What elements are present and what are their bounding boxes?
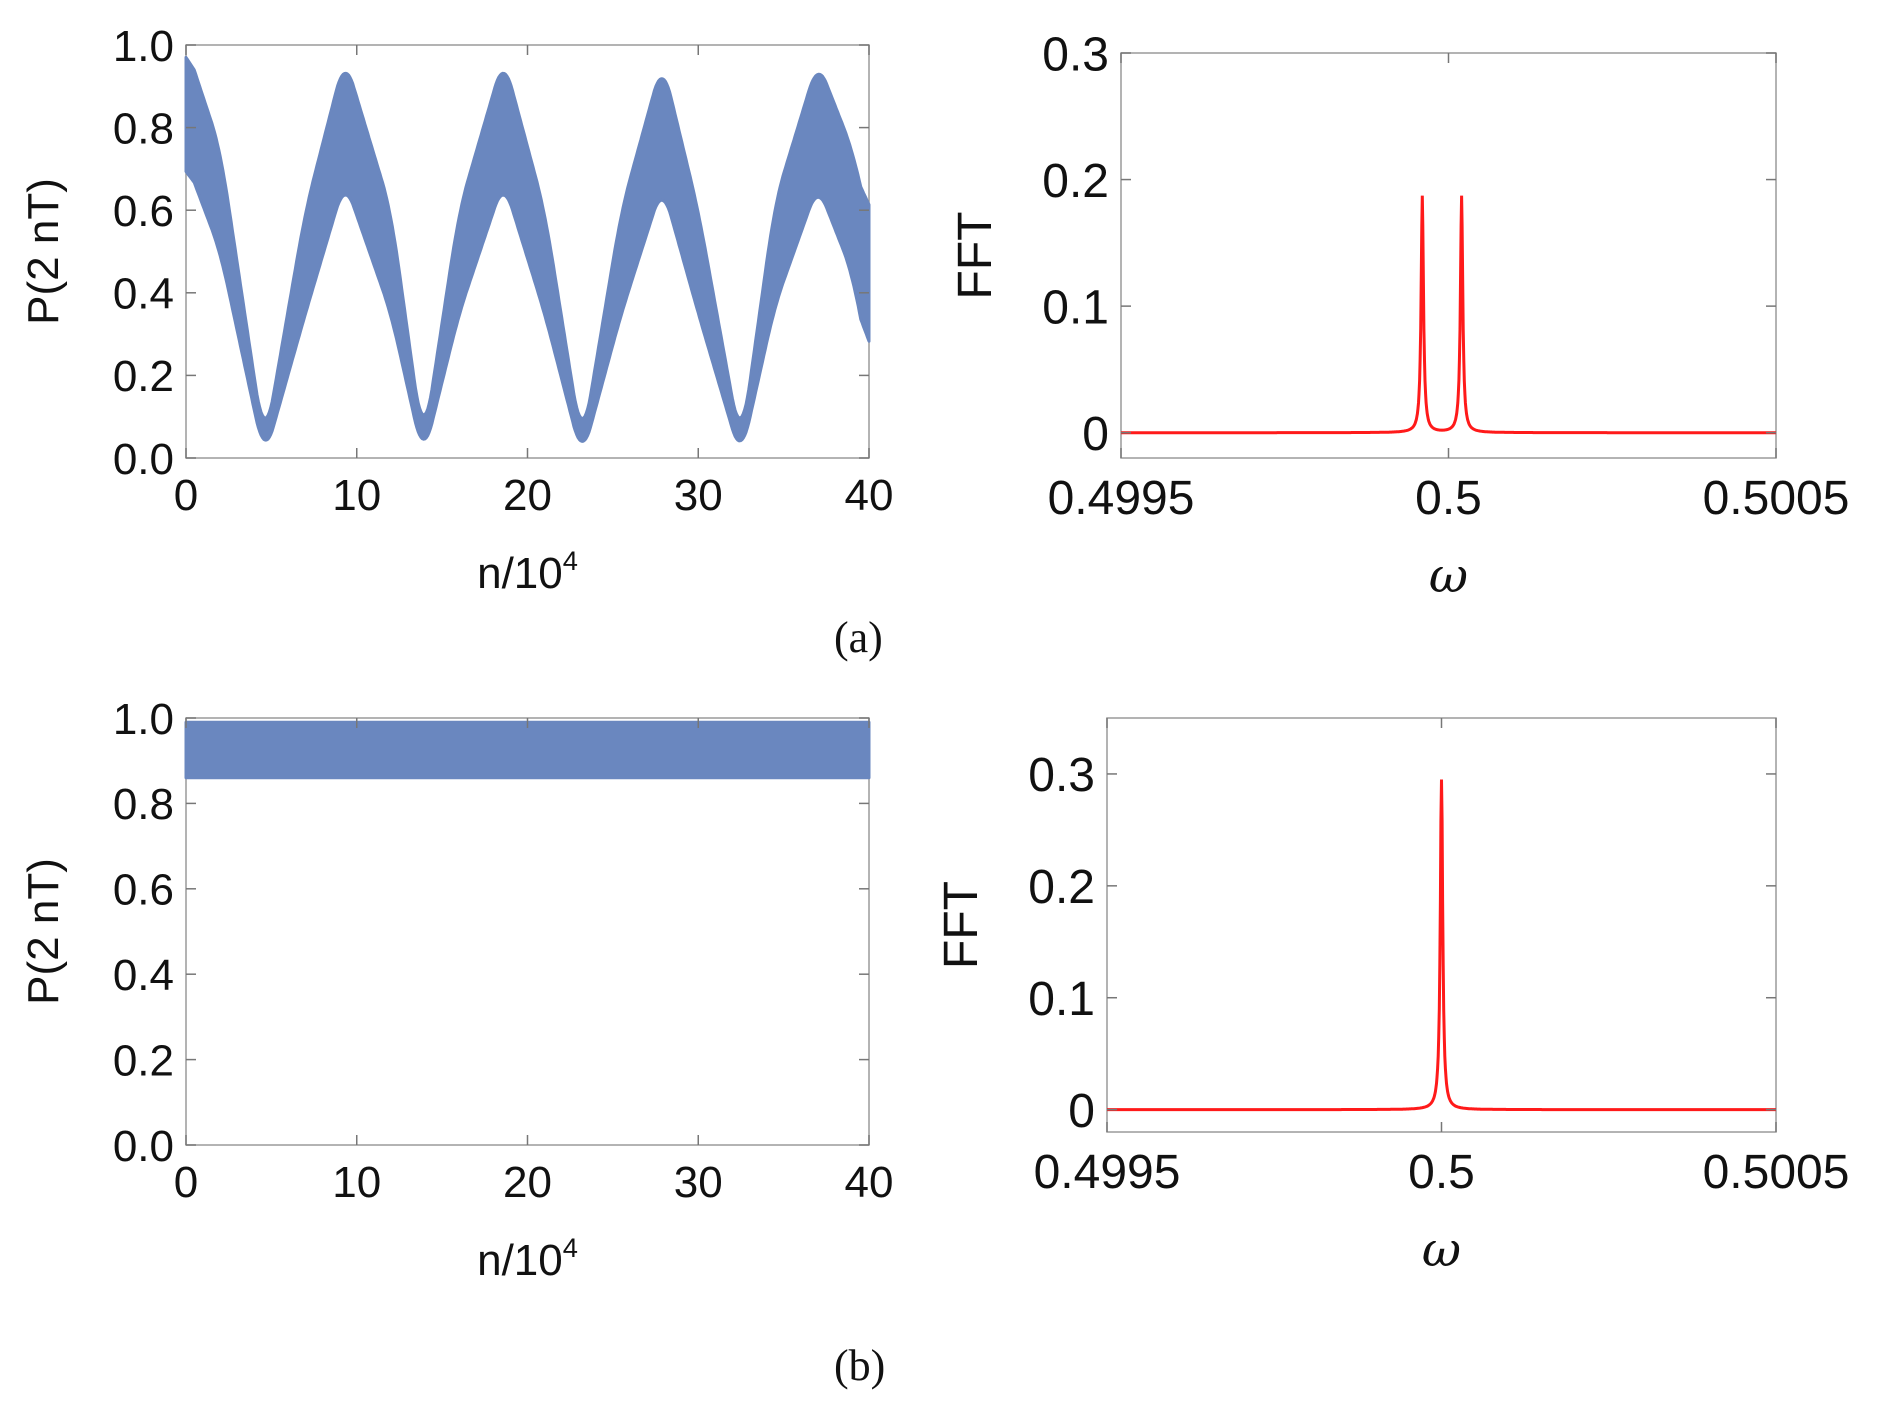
y-tick-label: 0.0 <box>113 1122 174 1171</box>
y-axis-label: FFT <box>935 881 988 969</box>
y-tick-label: 0.2 <box>113 352 174 401</box>
x-axis-label-exponent: 4 <box>563 1232 578 1263</box>
x-tick-label: 40 <box>845 471 894 520</box>
x-tick-label: 10 <box>332 471 381 520</box>
x-tick-label: 40 <box>845 1158 894 1207</box>
x-axis-label-exponent: 4 <box>563 545 578 576</box>
y-tick-label: 0.4 <box>113 270 174 319</box>
x-tick-label: 0.4995 <box>1034 1146 1181 1199</box>
plot-frame <box>185 717 870 1146</box>
y-tick-label: 0.2 <box>1042 155 1109 208</box>
y-axis-label: P(2 nT) <box>19 178 68 325</box>
chart-a-right: 0.4995 0.5 0.5005 0 0.1 0.2 0.3 ω FFT <box>949 28 1849 604</box>
x-axis-label: n/104 <box>477 545 578 598</box>
chart-a-left: 0 10 20 30 40 0.0 0.2 0.4 0.6 0.8 1.0 n/104 P(2 nT) <box>19 22 893 598</box>
y-tick-label: 0.6 <box>113 866 174 915</box>
y-tick-label: 0.2 <box>113 1036 174 1085</box>
x-tick-label: 0.5005 <box>1703 472 1850 525</box>
y-tick-label: 0.1 <box>1028 973 1095 1026</box>
chart-b-left: 0 10 20 30 40 0.0 0.2 0.4 0.6 0.8 1.0 n/104 P(2 nT) <box>19 695 893 1285</box>
y-axis-label: P(2 nT) <box>19 858 68 1005</box>
fft-line <box>1121 195 1776 435</box>
panel-label-a: (a) <box>834 613 883 662</box>
y-tick-label: 0.2 <box>1028 861 1095 914</box>
y-tick-label: 0.8 <box>113 780 174 829</box>
y-tick-label: 1.0 <box>113 22 174 71</box>
y-tick-label: 0.6 <box>113 187 174 236</box>
x-tick-label: 30 <box>674 1158 723 1207</box>
x-axis-label: n/104 <box>477 1232 578 1285</box>
plot-frame <box>1120 52 1777 459</box>
data-band <box>184 720 871 780</box>
x-tick-label: 20 <box>503 1158 552 1207</box>
x-axis-label: ω <box>1422 1222 1461 1278</box>
y-tick-label: 0.1 <box>1042 281 1109 334</box>
x-axis-label: ω <box>1429 548 1468 604</box>
y-tick-label: 0.0 <box>113 435 174 484</box>
data-band <box>184 55 871 443</box>
y-axis-label: FFT <box>949 212 1002 300</box>
y-tick-label: 0 <box>1068 1085 1095 1138</box>
x-tick-label: 0.5005 <box>1703 1146 1850 1199</box>
y-tick-label: 0.3 <box>1028 749 1095 802</box>
x-tick-label: 20 <box>503 471 552 520</box>
y-tick-label: 0.8 <box>113 104 174 153</box>
y-tick-label: 0.4 <box>113 951 174 1000</box>
y-tick-label: 1.0 <box>113 695 174 744</box>
x-tick-label: 0.4995 <box>1048 472 1195 525</box>
x-tick-label: 30 <box>674 471 723 520</box>
x-tick-label: 0 <box>174 1158 198 1207</box>
x-tick-label: 0.5 <box>1408 1146 1475 1199</box>
y-tick-label: 0 <box>1082 408 1109 461</box>
panel-label-b: (b) <box>834 1341 886 1390</box>
x-tick-label: 0 <box>174 471 198 520</box>
x-tick-label: 0.5 <box>1415 472 1482 525</box>
y-tick-label: 0.3 <box>1042 28 1109 81</box>
chart-b-right: 0.4995 0.5 0.5005 0 0.1 0.2 0.3 ω FFT <box>935 717 1850 1278</box>
x-tick-label: 10 <box>332 1158 381 1207</box>
fft-line <box>1107 779 1776 1112</box>
